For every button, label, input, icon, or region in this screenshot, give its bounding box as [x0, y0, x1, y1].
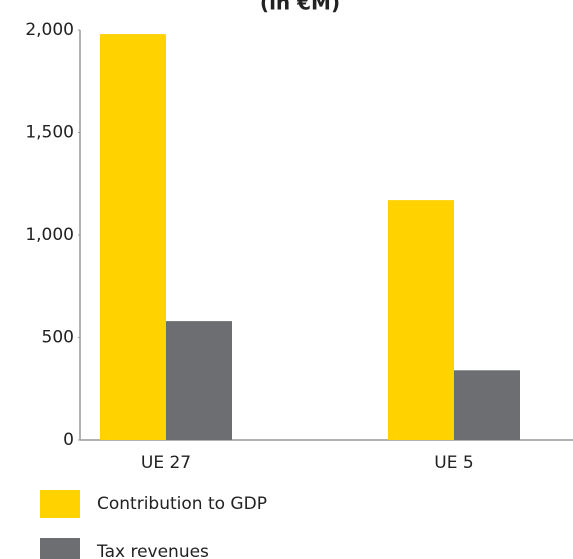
legend-swatch [40, 538, 80, 559]
x-tick-label: UE 5 [434, 453, 473, 473]
y-tick-label: 500 [42, 328, 74, 348]
y-tick-label: 1,500 [25, 123, 74, 143]
bar [166, 321, 232, 440]
y-tick-label: 2,000 [25, 20, 74, 40]
legend-label: Tax revenues [96, 542, 209, 559]
chart-title: (in €M) [260, 0, 340, 15]
legend-swatch [40, 490, 80, 518]
bar [454, 370, 520, 440]
legend-label: Contribution to GDP [97, 494, 267, 514]
y-tick-label: 0 [63, 430, 74, 450]
bar [388, 200, 454, 440]
bar [100, 34, 166, 440]
y-tick-label: 1,000 [25, 225, 74, 245]
x-tick-label: UE 27 [141, 453, 191, 473]
